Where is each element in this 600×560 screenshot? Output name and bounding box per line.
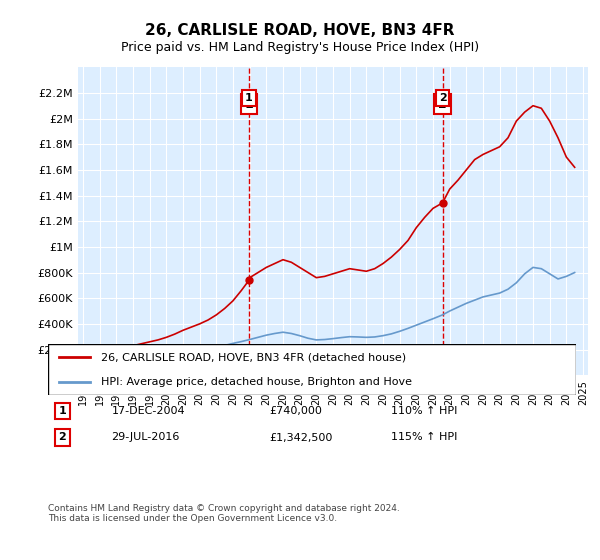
Text: 1: 1 — [59, 406, 67, 416]
FancyBboxPatch shape — [48, 344, 576, 395]
Text: £740,000: £740,000 — [270, 406, 323, 416]
Text: 1: 1 — [245, 97, 253, 111]
Text: 110% ↑ HPI: 110% ↑ HPI — [391, 406, 458, 416]
Text: 29-JUL-2016: 29-JUL-2016 — [112, 432, 180, 442]
Text: 26, CARLISLE ROAD, HOVE, BN3 4FR: 26, CARLISLE ROAD, HOVE, BN3 4FR — [145, 24, 455, 38]
Text: 2: 2 — [59, 432, 67, 442]
Text: 2: 2 — [439, 93, 446, 103]
Text: 115% ↑ HPI: 115% ↑ HPI — [391, 432, 458, 442]
Text: Price paid vs. HM Land Registry's House Price Index (HPI): Price paid vs. HM Land Registry's House … — [121, 41, 479, 54]
Text: 26, CARLISLE ROAD, HOVE, BN3 4FR (detached house): 26, CARLISLE ROAD, HOVE, BN3 4FR (detach… — [101, 352, 406, 362]
Text: HPI: Average price, detached house, Brighton and Hove: HPI: Average price, detached house, Brig… — [101, 377, 412, 387]
Text: £1,342,500: £1,342,500 — [270, 432, 333, 442]
Text: 1: 1 — [245, 93, 253, 103]
Text: Contains HM Land Registry data © Crown copyright and database right 2024.
This d: Contains HM Land Registry data © Crown c… — [48, 504, 400, 524]
Text: 17-DEC-2004: 17-DEC-2004 — [112, 406, 185, 416]
Text: 2: 2 — [438, 97, 447, 111]
